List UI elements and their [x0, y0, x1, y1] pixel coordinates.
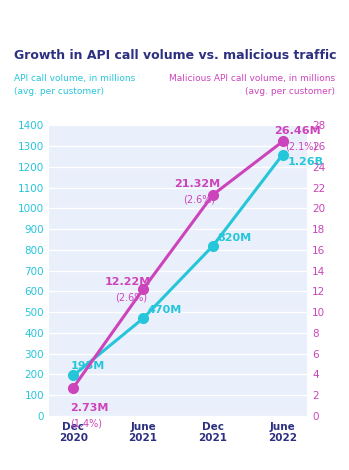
Text: (2.6%): (2.6%) — [184, 194, 216, 204]
Text: Malicious API call volume, in millions: Malicious API call volume, in millions — [169, 74, 335, 83]
Text: Salt customer data: Salt customer data — [16, 10, 202, 28]
Text: (1.4%): (1.4%) — [70, 418, 103, 428]
Text: 26.46M: 26.46M — [274, 126, 321, 136]
Text: Growth in API call volume vs. malicious traffic: Growth in API call volume vs. malicious … — [14, 49, 336, 62]
Text: 820M: 820M — [218, 233, 252, 243]
Text: 1.26B: 1.26B — [288, 157, 324, 167]
Text: 470M: 470M — [148, 306, 182, 315]
Text: (avg. per customer): (avg. per customer) — [14, 87, 104, 96]
Text: (2.1%): (2.1%) — [285, 142, 317, 152]
Text: API call volume, in millions: API call volume, in millions — [14, 74, 135, 83]
Text: 21.32M: 21.32M — [174, 179, 221, 188]
Text: 195M: 195M — [70, 361, 105, 371]
Text: 2.73M: 2.73M — [70, 402, 109, 413]
Text: 12.22M: 12.22M — [105, 277, 151, 287]
Text: (avg. per customer): (avg. per customer) — [245, 87, 335, 96]
Text: (2.6%): (2.6%) — [115, 293, 147, 303]
